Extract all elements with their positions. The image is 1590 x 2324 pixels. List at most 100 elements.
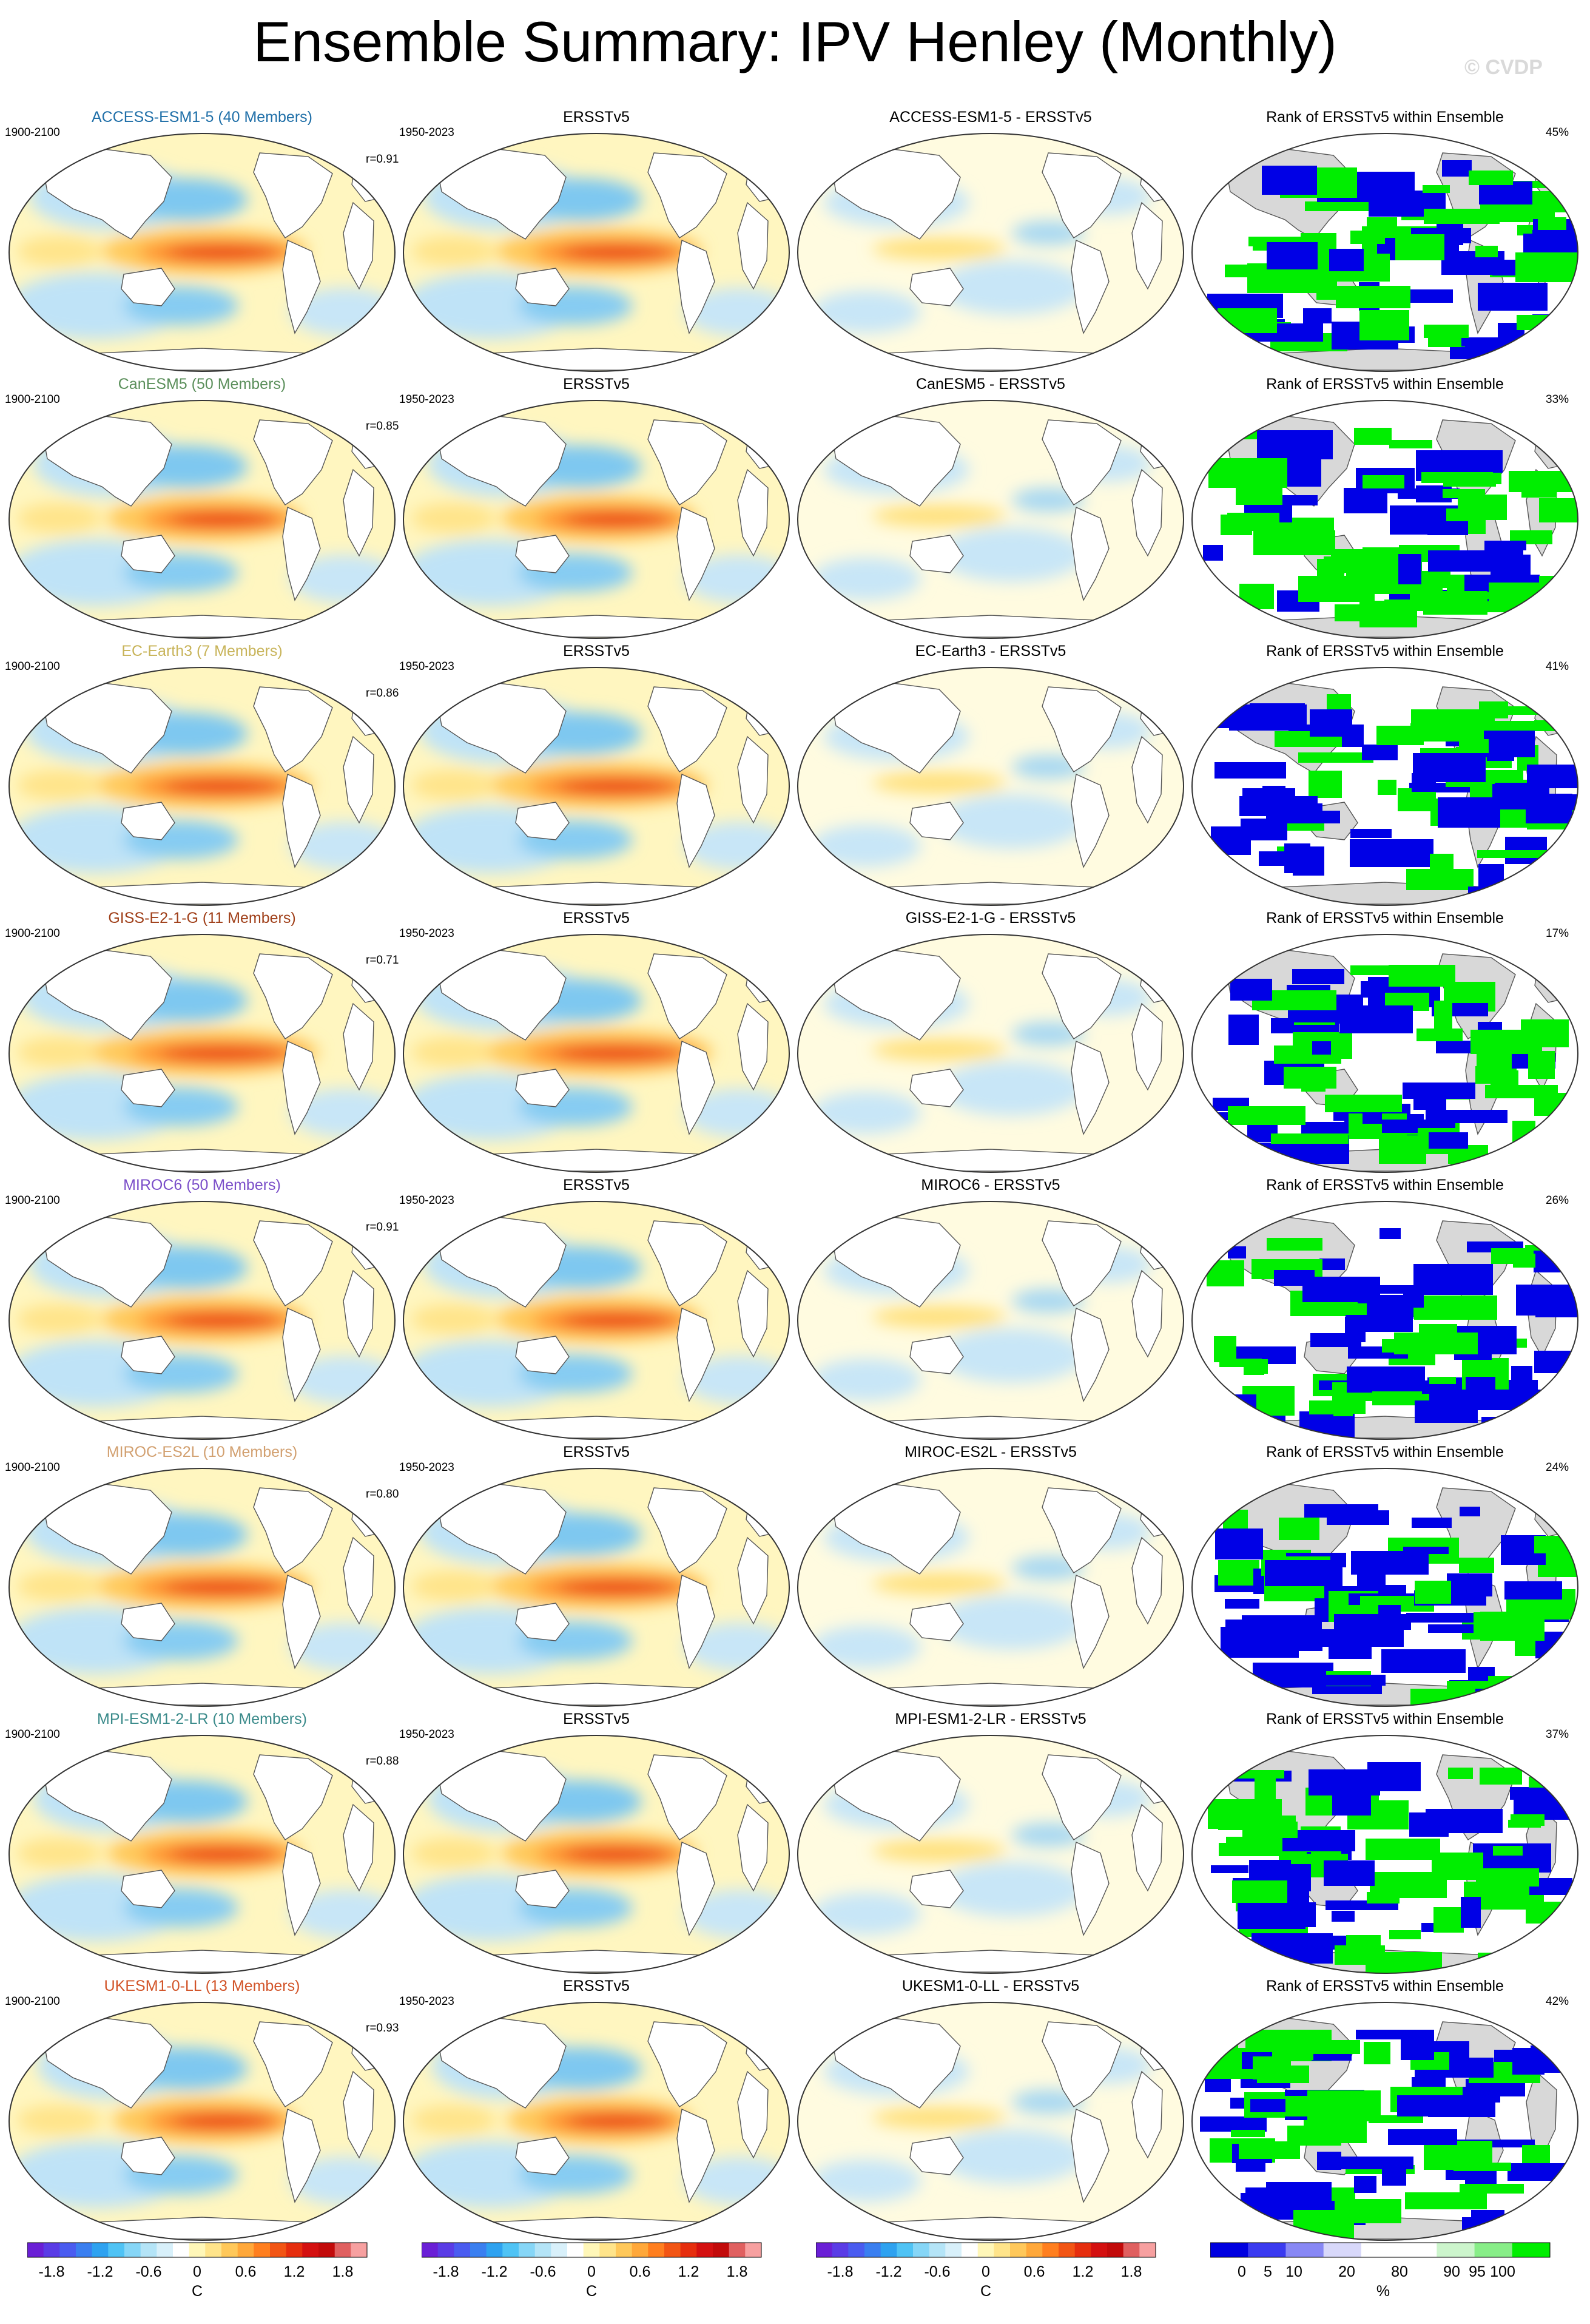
pattern-correlation: r=0.85 <box>366 420 399 433</box>
colorbar-swatch <box>929 2243 946 2257</box>
australia-land <box>909 2137 964 2175</box>
world-map <box>1191 400 1578 639</box>
colorbar-swatch <box>1091 2243 1108 2257</box>
obs-period: 1950-2023 <box>399 126 454 139</box>
north-america-land <box>647 1487 727 1573</box>
world-map <box>403 934 790 1173</box>
rank-title: Rank of ERSSTv5 within Ensemble <box>1266 643 1504 660</box>
africa-land <box>1131 735 1163 824</box>
colorbar-unit: C <box>980 2283 991 2300</box>
rank-panel: Rank of ERSSTv5 within Ensemble 41% <box>1188 642 1582 909</box>
diff-panel: GISS-E2-1-G - ERSSTv5 <box>793 909 1188 1176</box>
colorbar-swatch <box>437 2243 454 2257</box>
africa-land <box>343 201 374 290</box>
diff-panel: MIROC-ES2L - ERSSTv5 <box>793 1443 1188 1710</box>
obs-period: 1950-2023 <box>399 1194 454 1207</box>
asia-land <box>435 1482 567 1575</box>
obs-panel: ERSSTv5 1950-2023 <box>399 1977 793 2244</box>
colorbar-tick-label: 0 <box>1238 2263 1246 2280</box>
asia-land <box>41 1749 172 1842</box>
south-america-land <box>282 1574 321 1669</box>
colorbar-tick-label: 0.6 <box>235 2263 257 2280</box>
colorbar-swatch <box>422 2243 439 2257</box>
asia-land <box>829 681 961 774</box>
obs-title: ERSSTv5 <box>563 1177 630 1194</box>
south-america-land <box>1071 1574 1110 1669</box>
diff-title: UKESM1-0-LL - ERSSTv5 <box>901 1978 1080 1995</box>
rank-title: Rank of ERSSTv5 within Ensemble <box>1266 109 1504 126</box>
colorbar-tick-label: -1.2 <box>87 2263 113 2280</box>
map-outline <box>1191 934 1578 1173</box>
africa-land <box>343 735 374 824</box>
colorbar-swatch <box>270 2243 287 2257</box>
africa-land <box>343 468 374 557</box>
colorbar-swatch <box>1437 2243 1475 2257</box>
rank-percent: 45% <box>1546 126 1569 139</box>
colorbar-tick-label: 20 <box>1338 2263 1355 2280</box>
model-panel: MIROC-ES2L (10 Members) 1900-2100 r=0.80 <box>5 1443 399 1710</box>
colorbar-swatch <box>864 2243 881 2257</box>
africa-land <box>737 1269 769 1358</box>
pattern-correlation: r=0.88 <box>366 1755 399 1768</box>
colorbar-swatch <box>680 2243 697 2257</box>
world-map <box>1191 2002 1578 2241</box>
south-america-land <box>282 2108 321 2203</box>
model-title: MIROC-ES2L (10 Members) <box>106 1444 298 1461</box>
colorbar-tick-label: 1.2 <box>678 2263 699 2280</box>
africa-land <box>343 2070 374 2159</box>
colorbar-tick-label: 0.6 <box>1024 2263 1045 2280</box>
diff-panel: MIROC6 - ERSSTv5 <box>793 1176 1188 1443</box>
colorbar-swatch <box>454 2243 471 2257</box>
australia-land <box>121 268 175 306</box>
colorbar-swatch <box>502 2243 519 2257</box>
south-america-land <box>1071 506 1110 601</box>
colorbar-swatch <box>599 2243 616 2257</box>
diff-title: ACCESS-ESM1-5 - ERSSTv5 <box>889 109 1092 126</box>
world-map <box>797 1201 1184 1440</box>
obs-period: 1950-2023 <box>399 393 454 406</box>
australia-land <box>515 1336 570 1374</box>
australia-land <box>121 1603 175 1641</box>
africa-land <box>343 1002 374 1091</box>
south-america-land <box>676 1574 715 1669</box>
colorbar-swatch <box>977 2243 994 2257</box>
rank-pattern <box>1207 160 1578 359</box>
colorbar-swatch <box>157 2243 173 2257</box>
colorbar-swatch <box>189 2243 206 2257</box>
model-panel: UKESM1-0-LL (13 Members) 1900-2100 r=0.93 <box>5 1977 399 2244</box>
north-america-land <box>647 152 727 238</box>
asia-land <box>435 147 567 240</box>
colorbar-swatch <box>221 2243 238 2257</box>
world-map <box>1191 1735 1578 1974</box>
colorbar-swatch <box>1010 2243 1027 2257</box>
south-america-land <box>676 2108 715 2203</box>
rank-panel: Rank of ERSSTv5 within Ensemble 37% <box>1188 1710 1582 1977</box>
north-america-land <box>253 686 333 772</box>
colorbar-tick-label: 90 <box>1443 2263 1460 2280</box>
map-outline <box>403 1201 790 1440</box>
map-outline <box>1191 1201 1578 1440</box>
rank-percent: 26% <box>1546 1194 1569 1207</box>
africa-land <box>737 1536 769 1625</box>
colorbar-swatch <box>745 2243 762 2257</box>
diff-title: CanESM5 - ERSSTv5 <box>916 376 1065 393</box>
colorbar-swatch <box>27 2243 44 2257</box>
pattern-correlation: r=0.86 <box>366 687 399 700</box>
map-outline <box>1191 400 1578 639</box>
model-panel: MPI-ESM1-2-LR (10 Members) 1900-2100 r=0.8… <box>5 1710 399 1977</box>
model-title: UKESM1-0-LL (13 Members) <box>104 1978 300 1995</box>
diff-panel: ACCESS-ESM1-5 - ERSSTv5 <box>793 108 1188 375</box>
colorbar-swatch <box>1361 2243 1400 2257</box>
map-outline <box>8 1201 396 1440</box>
colorbar-swatch <box>351 2243 368 2257</box>
colorbar-swatch <box>1210 2243 1248 2257</box>
world-map <box>403 1735 790 1974</box>
colorbar-tick-label: 0 <box>587 2263 596 2280</box>
colorbar-swatch <box>583 2243 600 2257</box>
north-america-land <box>647 953 727 1039</box>
south-america-land <box>1071 239 1110 334</box>
africa-land <box>737 201 769 290</box>
colorbar-swatch <box>140 2243 157 2257</box>
australia-land <box>515 268 570 306</box>
asia-land <box>829 2016 961 2109</box>
